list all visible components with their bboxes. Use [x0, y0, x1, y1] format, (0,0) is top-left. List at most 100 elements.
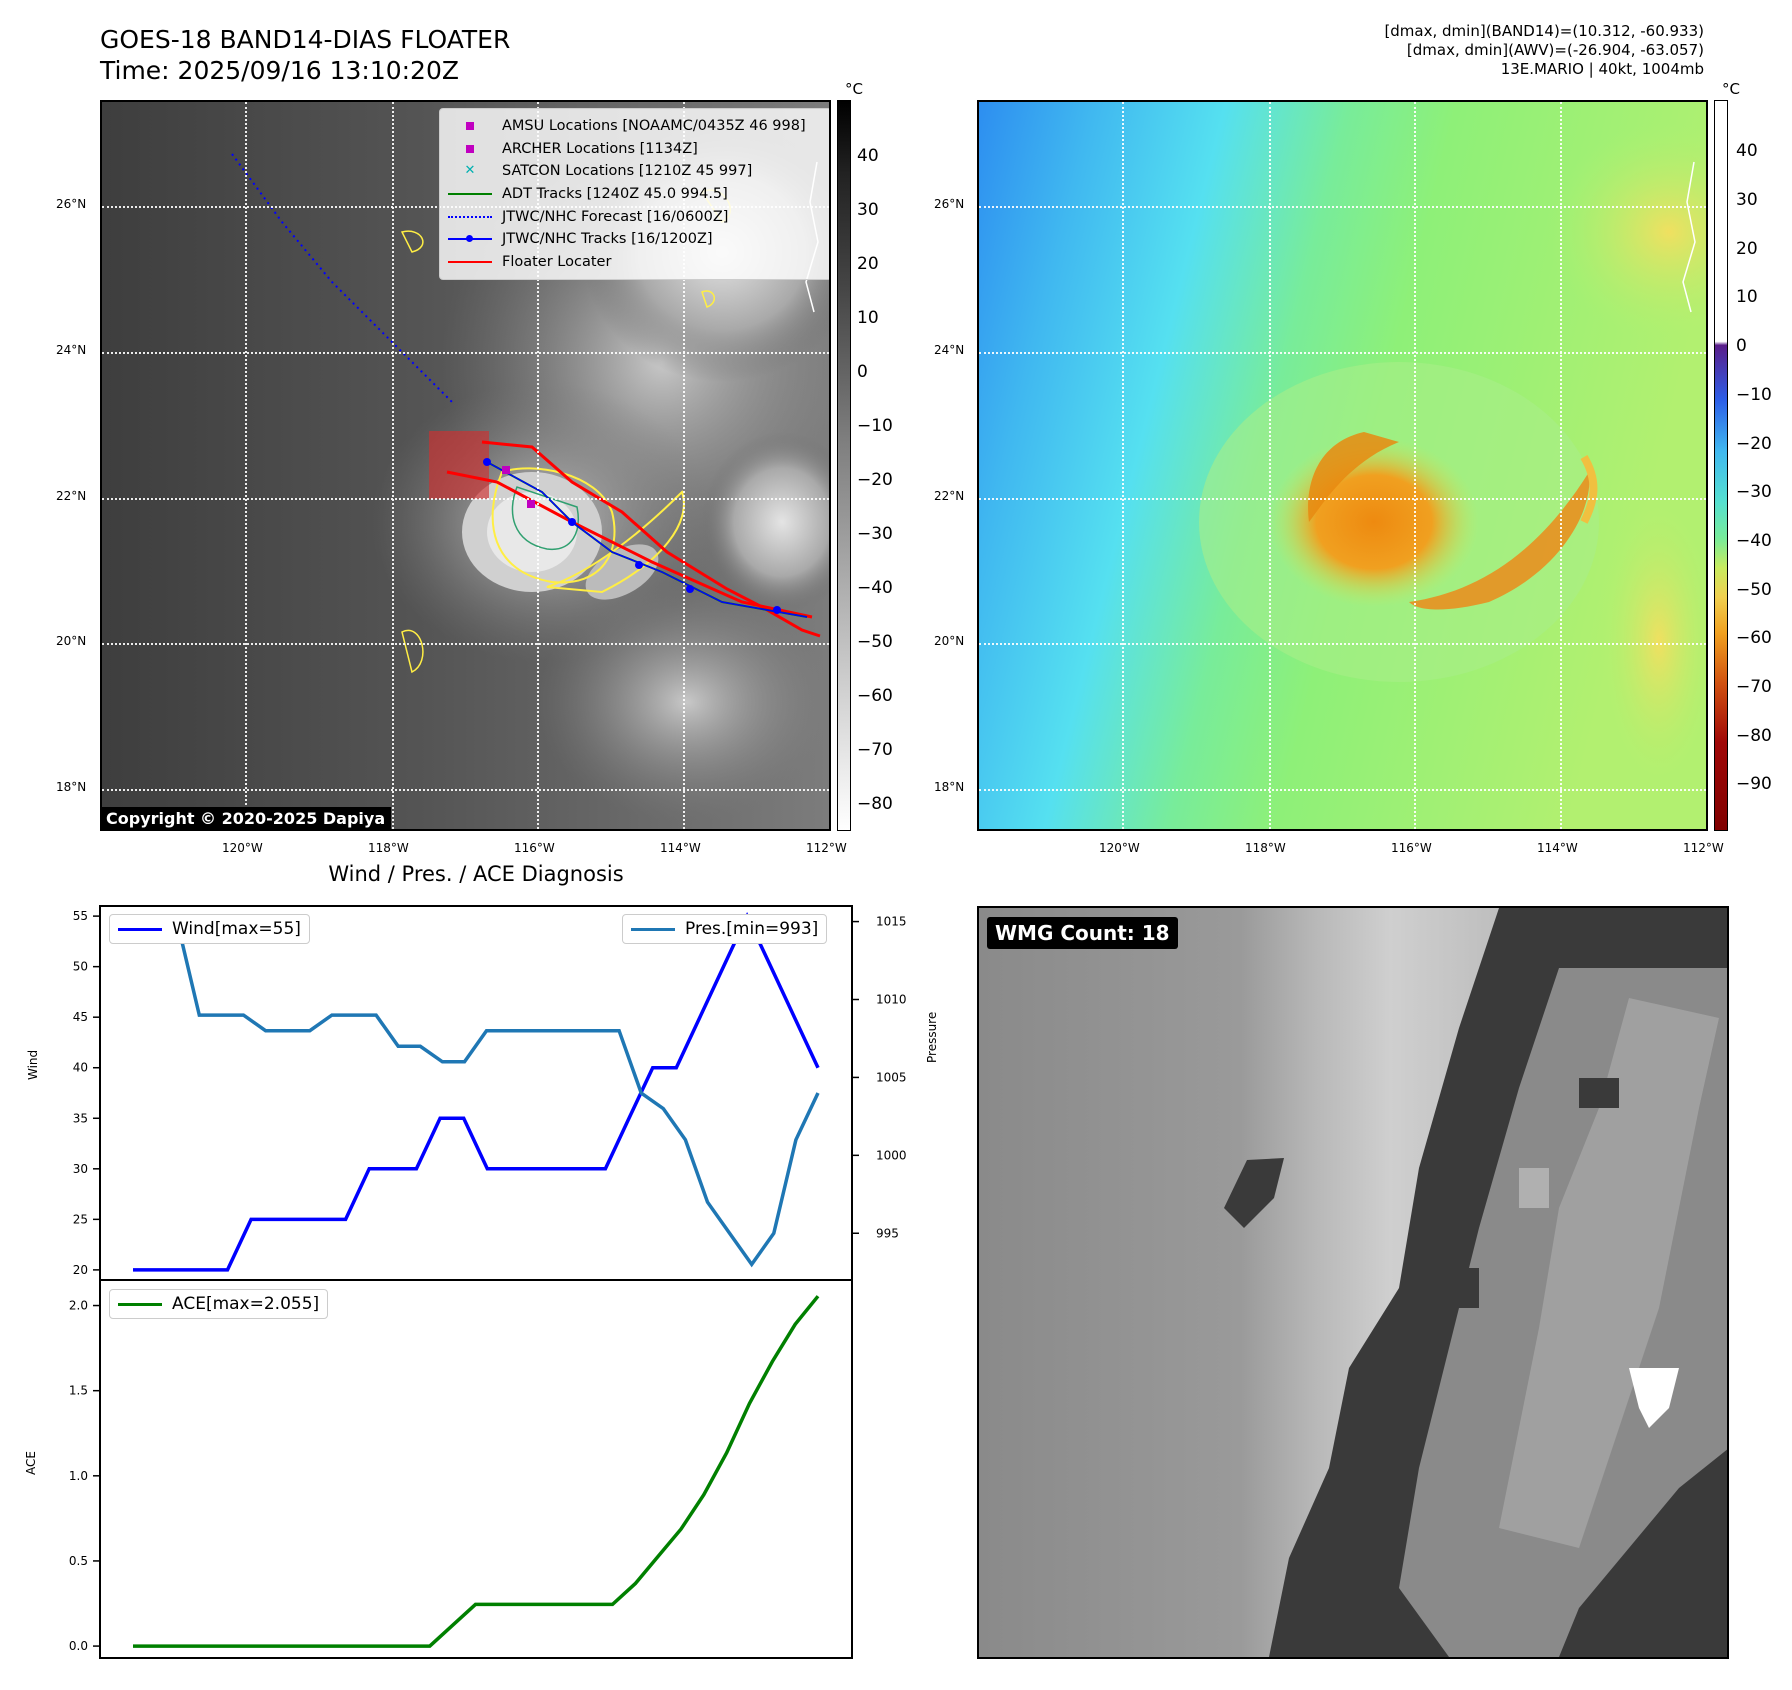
title-line-1: GOES-18 BAND14-DIAS FLOATER	[100, 25, 511, 54]
legend-archer: ARCHER Locations [1134Z]	[448, 138, 823, 161]
ace-y-ticks: 0.0 0.5 1.0 1.5 2.0	[69, 1299, 100, 1653]
lcb-tick-30: 30	[857, 200, 879, 220]
pressure-y-tick-label: 1015	[876, 915, 907, 929]
wind-y-tick-label: 40	[73, 1061, 88, 1075]
wv-lon-label-116: 116°W	[1391, 841, 1432, 855]
rcb-tick-m70: −70	[1736, 677, 1772, 697]
lat-label-20: 20°N	[56, 634, 87, 648]
wind-pressure-plot-frame	[99, 905, 853, 1281]
awv-range: [dmax, dmin](AWV)=(-26.904, -63.057)	[1406, 41, 1704, 59]
lcb-tick-m20: −20	[857, 470, 893, 490]
lon-label-114: 114°W	[660, 841, 701, 855]
rcb-tick-10: 10	[1736, 287, 1758, 307]
wmg-imagery	[979, 908, 1727, 1657]
wv-imagery	[979, 102, 1706, 829]
pressure-y-tick-label: 1000	[876, 1148, 907, 1162]
lcb-tick-m40: −40	[857, 578, 893, 598]
rcb-tick-m30: −30	[1736, 482, 1772, 502]
right-colorbar-unit: °C	[1722, 80, 1740, 98]
left-colorbar	[837, 100, 851, 831]
right-colorbar	[1714, 100, 1728, 831]
wv-lon-label-112: 112°W	[1683, 841, 1724, 855]
ace-plot-frame	[99, 1279, 853, 1659]
ace-y-tick-label: 2.0	[69, 1299, 88, 1313]
lon-label-120: 120°W	[222, 841, 263, 855]
lat-label-22: 22°N	[56, 489, 87, 503]
page-title: GOES-18 BAND14-DIAS FLOATER Time: 2025/0…	[100, 24, 510, 86]
pressure-axis-label: Pressure	[925, 1011, 939, 1063]
wv-lon-label-118: 118°W	[1245, 841, 1286, 855]
ace-y-tick-label: 1.0	[69, 1469, 88, 1483]
rcb-tick-20: 20	[1736, 239, 1758, 259]
ace-axis-label: ACE	[24, 1451, 38, 1475]
wind-y-tick-label: 25	[73, 1212, 88, 1226]
wv-lon-label-114: 114°W	[1537, 841, 1578, 855]
wind-y-tick-label: 20	[73, 1263, 88, 1277]
lcb-tick-m30: −30	[857, 524, 893, 544]
ace-series-line	[133, 1295, 820, 1648]
wv-map-panel	[977, 100, 1708, 831]
diagnosis-chart: 20 25 30 35 40 45 50 55 995 1000 1005 1010 1015 0.0…	[69, 905, 907, 1659]
ace-y-tick-label: 1.5	[69, 1384, 88, 1398]
lcb-tick-20: 20	[857, 254, 879, 274]
lon-label-116: 116°W	[514, 841, 555, 855]
wmg-panel	[977, 906, 1729, 1659]
legend-adt: ADT Tracks [1240Z 45.0 994.5]	[448, 183, 823, 206]
wv-lat-label-20: 20°N	[934, 634, 965, 648]
storm-info: 13E.MARIO | 40kt, 1004mb	[1500, 60, 1704, 78]
band14-range: [dmax, dmin](BAND14)=(10.312, -60.933)	[1384, 22, 1704, 40]
pressure-series-line	[133, 919, 820, 1268]
rcb-tick-m20: −20	[1736, 434, 1772, 454]
wind-y-tick-label: 30	[73, 1162, 88, 1176]
map-legend: AMSU Locations [NOAAMC/0435Z 46 998] ARC…	[439, 108, 829, 281]
wind-series-line	[133, 911, 820, 1272]
lcb-tick-m50: −50	[857, 632, 893, 652]
lat-label-18: 18°N	[56, 780, 87, 794]
wind-y-tick-label: 50	[73, 960, 88, 974]
ace-y-tick-label: 0.5	[69, 1554, 88, 1568]
header-stats: [dmax, dmin](BAND14)=(10.312, -60.933) […	[1384, 22, 1704, 79]
legend-floater: Floater Locater	[448, 251, 823, 274]
pressure-y-tick-label: 1005	[876, 1070, 907, 1084]
lcb-tick-40: 40	[857, 146, 879, 166]
diagnosis-title: Wind / Pres. / ACE Diagnosis	[328, 862, 624, 886]
left-colorbar-unit: °C	[845, 80, 863, 98]
lat-label-24: 24°N	[56, 343, 87, 357]
wv-lat-label-22: 22°N	[934, 489, 965, 503]
wind-legend: Wind[max=55]	[109, 914, 310, 944]
wv-lat-label-18: 18°N	[934, 780, 965, 794]
legend-tracks: JTWC/NHC Tracks [16/1200Z]	[448, 228, 823, 251]
legend-forecast: JTWC/NHC Forecast [16/0600Z]	[448, 205, 823, 228]
lcb-tick-m10: −10	[857, 416, 893, 436]
lcb-tick-0: 0	[857, 362, 868, 382]
rcb-tick-m60: −60	[1736, 628, 1772, 648]
wv-lat-label-24: 24°N	[934, 343, 965, 357]
legend-amsu: AMSU Locations [NOAAMC/0435Z 46 998]	[448, 115, 823, 138]
rcb-tick-0: 0	[1736, 336, 1747, 356]
legend-satcon: ✕ SATCON Locations [1210Z 45 997]	[464, 163, 753, 180]
wind-y-tick-label: 35	[73, 1111, 88, 1125]
rcb-tick-40: 40	[1736, 141, 1758, 161]
rcb-tick-30: 30	[1736, 190, 1758, 210]
pressure-y-ticks: 995 1000 1005 1010 1015	[852, 915, 907, 1240]
wv-lat-label-26: 26°N	[934, 197, 965, 211]
rcb-tick-m80: −80	[1736, 726, 1772, 746]
rcb-tick-m10: −10	[1736, 385, 1772, 405]
wind-axis-label: Wind	[26, 1049, 40, 1080]
rcb-tick-m40: −40	[1736, 531, 1772, 551]
wind-y-ticks: 20 25 30 35 40 45 50 55	[73, 909, 100, 1277]
lat-label-26: 26°N	[56, 197, 87, 211]
lcb-tick-10: 10	[857, 308, 879, 328]
copyright-badge: Copyright © 2020-2025 Dapiya	[100, 807, 392, 830]
rcb-tick-m50: −50	[1736, 580, 1772, 600]
ace-y-tick-label: 0.0	[69, 1639, 88, 1653]
lcb-tick-m80: −80	[857, 794, 893, 814]
wind-y-tick-label: 55	[73, 909, 88, 923]
ace-legend: ACE[max=2.055]	[109, 1289, 329, 1319]
ir-map-panel: AMSU Locations [NOAAMC/0435Z 46 998] ARC…	[100, 100, 831, 831]
wind-y-tick-label: 45	[73, 1010, 88, 1024]
lcb-tick-m70: −70	[857, 740, 893, 760]
lon-label-112: 112°W	[806, 841, 847, 855]
pressure-legend: Pres.[min=993]	[622, 914, 828, 944]
rcb-tick-m90: −90	[1736, 774, 1772, 794]
